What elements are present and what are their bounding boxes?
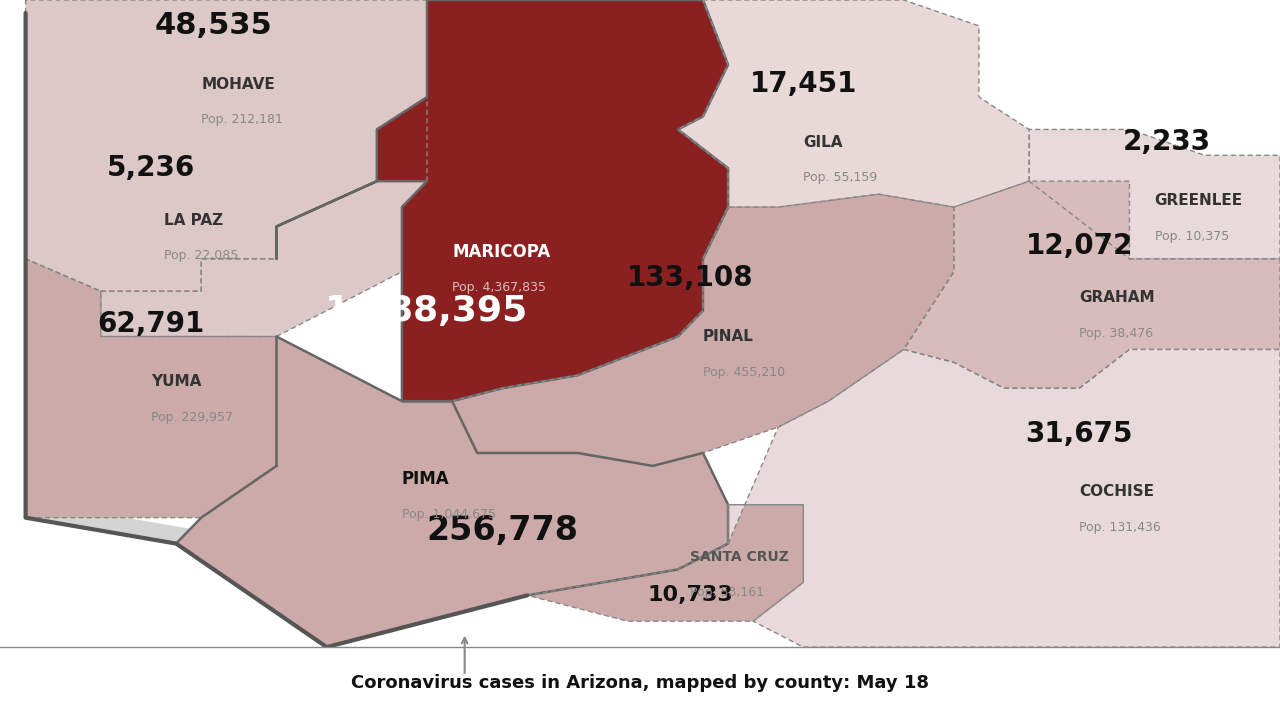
Text: 48,535: 48,535 — [155, 12, 273, 40]
Text: Pop. 455,210: Pop. 455,210 — [703, 365, 785, 379]
Text: GREENLEE: GREENLEE — [1155, 193, 1243, 208]
Text: 2,233: 2,233 — [1123, 129, 1211, 156]
Text: Pop. 1,044,675: Pop. 1,044,675 — [402, 508, 495, 521]
Text: Pop. 229,957: Pop. 229,957 — [151, 411, 233, 424]
Text: Pop. 4,367,835: Pop. 4,367,835 — [452, 281, 547, 295]
Polygon shape — [678, 0, 1029, 207]
Text: Pop. 22,085: Pop. 22,085 — [164, 249, 238, 262]
Text: 62,791: 62,791 — [97, 310, 205, 337]
Text: MOHAVE: MOHAVE — [201, 77, 275, 91]
Text: YUMA: YUMA — [151, 375, 201, 389]
Bar — [0, 647, 1280, 719]
Text: Pop. 55,159: Pop. 55,159 — [804, 171, 878, 185]
Text: 10,733: 10,733 — [648, 585, 733, 605]
Text: 12,072: 12,072 — [1025, 232, 1133, 260]
Polygon shape — [904, 181, 1280, 388]
Polygon shape — [728, 349, 1280, 647]
Text: Pop. 131,436: Pop. 131,436 — [1079, 521, 1161, 534]
Text: 17,451: 17,451 — [750, 70, 858, 98]
Text: PINAL: PINAL — [703, 329, 754, 344]
Text: 133,108: 133,108 — [627, 265, 754, 292]
Polygon shape — [452, 194, 954, 466]
Text: Pop. 10,375: Pop. 10,375 — [1155, 229, 1229, 243]
Text: COCHISE: COCHISE — [1079, 485, 1155, 499]
Text: 256,778: 256,778 — [426, 514, 579, 547]
Polygon shape — [26, 0, 428, 291]
Text: Coronavirus cases in Arizona, mapped by county: May 18: Coronavirus cases in Arizona, mapped by … — [351, 674, 929, 692]
Text: GILA: GILA — [804, 135, 842, 150]
Text: 1,288,395: 1,288,395 — [325, 293, 529, 328]
Text: GRAHAM: GRAHAM — [1079, 290, 1155, 305]
Text: Pop. 212,181: Pop. 212,181 — [201, 113, 283, 127]
Text: MARICOPA: MARICOPA — [452, 243, 550, 262]
Text: 31,675: 31,675 — [1025, 420, 1133, 447]
Polygon shape — [101, 97, 428, 336]
Text: Pop. 38,476: Pop. 38,476 — [1079, 326, 1153, 340]
Text: LA PAZ: LA PAZ — [164, 213, 223, 227]
Polygon shape — [177, 336, 728, 647]
Polygon shape — [276, 0, 728, 401]
Polygon shape — [26, 259, 276, 518]
Polygon shape — [26, 13, 352, 647]
Text: PIMA: PIMA — [402, 470, 449, 488]
Text: SANTA CRUZ: SANTA CRUZ — [690, 549, 790, 564]
Text: Pop. 53,161: Pop. 53,161 — [690, 585, 764, 599]
Text: 5,236: 5,236 — [108, 155, 195, 182]
Polygon shape — [1029, 129, 1280, 259]
Polygon shape — [527, 505, 804, 621]
